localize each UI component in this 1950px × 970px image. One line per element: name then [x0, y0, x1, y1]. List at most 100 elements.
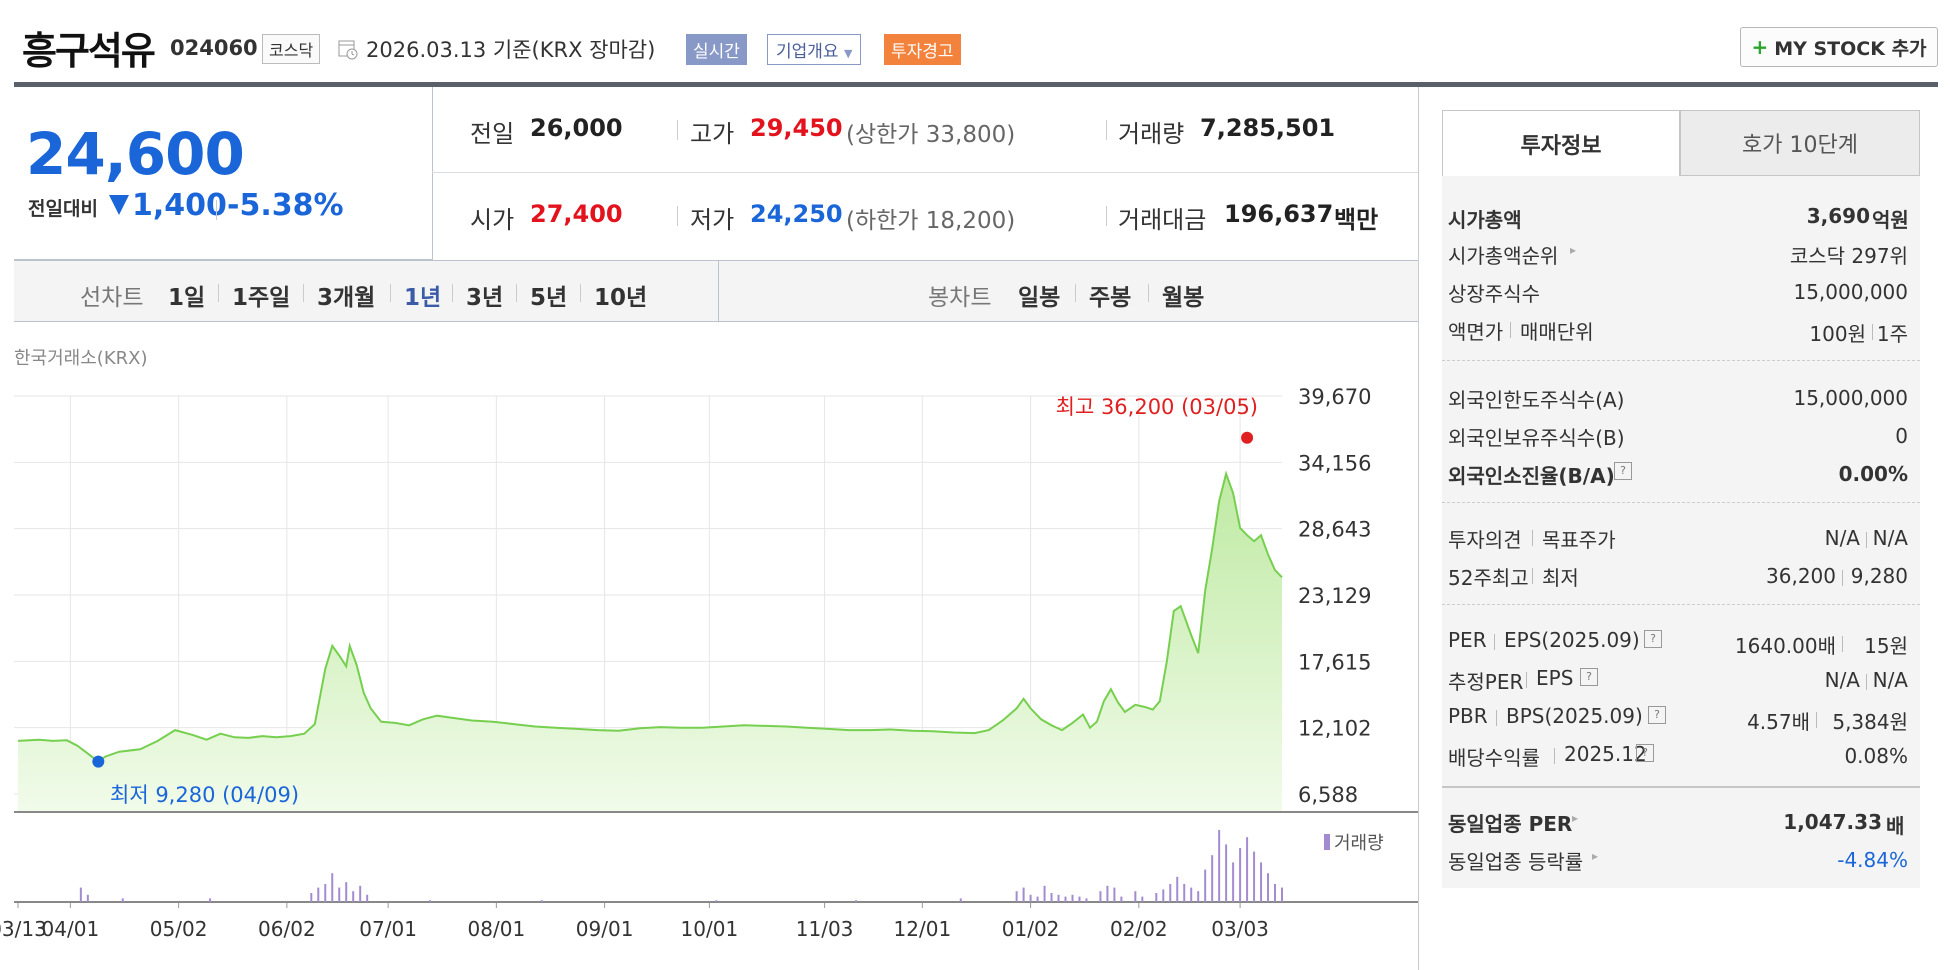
tab-10year[interactable]: 10년: [594, 285, 648, 311]
low-value: 24,250: [750, 200, 843, 228]
opinion-label: 투자의견: [1448, 528, 1522, 552]
label-separator: [1532, 530, 1533, 546]
caret-down-icon: ▼: [843, 47, 853, 60]
foreign-holding-value: 0: [1895, 424, 1908, 448]
volume-bar: [1015, 891, 1018, 902]
volume-bar: [209, 898, 212, 902]
max-point-label: 최고 36,200 (03/05): [1056, 395, 1258, 419]
value-separator: [1866, 674, 1867, 690]
help-icon[interactable]: ?: [1644, 628, 1662, 648]
volume-bar: [1120, 896, 1123, 902]
change-value: 1,400: [132, 188, 227, 223]
change-label: 전일대비: [28, 198, 98, 220]
volume-bar: [1246, 837, 1249, 902]
tab-separator: [303, 284, 304, 302]
tab-1day[interactable]: 1일: [168, 285, 206, 311]
tab-investment-info[interactable]: 투자정보: [1442, 110, 1680, 176]
y-tick-label: 34,156: [1298, 451, 1371, 475]
tab-separator: [390, 284, 391, 302]
tab-monthly-candle[interactable]: 월봉: [1162, 285, 1205, 311]
label-separator: [1496, 710, 1497, 726]
per-label: PER: [1448, 628, 1487, 652]
tab-weekly-candle[interactable]: 주봉: [1089, 285, 1132, 311]
tab-separator: [1148, 284, 1149, 302]
x-tick-label: 10/01: [681, 917, 739, 941]
label-separator: [1510, 322, 1511, 338]
high-label: 고가: [690, 120, 735, 148]
section-divider: [1442, 502, 1920, 503]
value-separator: [1872, 324, 1873, 340]
tab-order-book[interactable]: 호가 10단계: [1680, 110, 1920, 176]
est-per-value: N/A: [1824, 668, 1860, 692]
est-eps-label: EPS: [1536, 666, 1574, 690]
target-price-value: N/A: [1872, 526, 1908, 550]
my-stock-add-button[interactable]: + MY STOCK 추가: [1740, 27, 1938, 67]
arrow-right-icon: ▸: [1572, 811, 1579, 825]
trading-unit-value: 1주: [1876, 322, 1908, 346]
tabbar-divider: [718, 260, 719, 322]
stock-name: 흥구석유: [22, 29, 156, 73]
company-overview-dropdown[interactable]: 기업개요 ▼: [767, 34, 862, 65]
x-tick-label: 03/03: [1211, 917, 1269, 941]
x-tick-label: 08/01: [468, 917, 526, 941]
lower-limit: (하한가 18,200): [846, 208, 1016, 234]
realtime-button[interactable]: 실시간: [686, 34, 747, 65]
volume-bar: [855, 900, 858, 902]
volume-bar: [1218, 830, 1221, 902]
tab-separator: [1075, 284, 1076, 302]
foreign-ratio-label: 외국인소진율(B/A): [1448, 464, 1615, 488]
market-cap-rank-label[interactable]: 시가총액순위: [1448, 244, 1559, 268]
tab-1year-selected[interactable]: 1년: [404, 285, 442, 311]
volume-bar: [86, 894, 89, 902]
tab-5year[interactable]: 5년: [530, 285, 568, 311]
help-icon[interactable]: ?: [1636, 742, 1654, 762]
tab-separator: [516, 284, 517, 302]
volume-bar: [1176, 876, 1179, 902]
industry-change-label[interactable]: 동일업종 등락률: [1448, 850, 1584, 874]
volume-bar: [324, 884, 327, 902]
investment-info-panel: [1442, 176, 1920, 888]
stats-separator: [677, 206, 678, 226]
volume-bar: [310, 893, 313, 902]
volume-legend-swatch: [1324, 834, 1330, 850]
volume-bar: [1274, 884, 1277, 902]
par-value-value: 100원: [1809, 322, 1866, 346]
52w-high-label: 52주최고: [1448, 566, 1529, 590]
tab-daily-candle[interactable]: 일봉: [1018, 285, 1061, 311]
per-value: 1640.00배: [1734, 634, 1836, 658]
eps-value: 15원: [1864, 634, 1908, 658]
industry-per-label[interactable]: 동일업종 PER: [1448, 812, 1573, 836]
chart-source: 한국거래소(KRX): [14, 348, 148, 369]
line-chart-label: 선차트: [80, 285, 144, 311]
arrow-right-icon: ▸: [1570, 243, 1577, 257]
foreign-holding-label: 외국인보유주식수(B): [1448, 426, 1625, 450]
volume-value: 7,285,501: [1200, 114, 1336, 142]
volume-bar: [1267, 873, 1270, 902]
section-divider: [1442, 360, 1920, 361]
help-icon[interactable]: ?: [1614, 460, 1632, 480]
tab-separator: [580, 284, 581, 302]
x-tick-label: 05/02: [150, 917, 208, 941]
market-badge: 코스닥: [262, 34, 321, 64]
x-tick-label: 03/13: [0, 917, 47, 941]
volume-bar: [1190, 887, 1193, 902]
bps-value: 5,384원: [1832, 710, 1908, 734]
label-separator: [1532, 568, 1533, 584]
help-icon[interactable]: ?: [1648, 704, 1666, 724]
volume-bar: [1225, 844, 1228, 902]
chart-period-tabbar: [14, 260, 1418, 322]
volume-bar: [1197, 891, 1200, 902]
tab-1week[interactable]: 1주일: [232, 285, 291, 311]
help-icon[interactable]: ?: [1580, 666, 1598, 686]
y-tick-label: 39,670: [1298, 385, 1371, 409]
volume-bar: [345, 882, 348, 902]
section-divider: [1442, 786, 1920, 788]
volume-bar: [1204, 869, 1207, 902]
tab-3year[interactable]: 3년: [466, 285, 504, 311]
volume-bar: [359, 885, 362, 902]
x-tick-label: 11/03: [796, 917, 854, 941]
x-tick-label: 01/02: [1002, 917, 1060, 941]
volume-bar: [1281, 887, 1283, 902]
tab-3month[interactable]: 3개월: [317, 285, 376, 311]
volume-bar: [79, 887, 82, 902]
